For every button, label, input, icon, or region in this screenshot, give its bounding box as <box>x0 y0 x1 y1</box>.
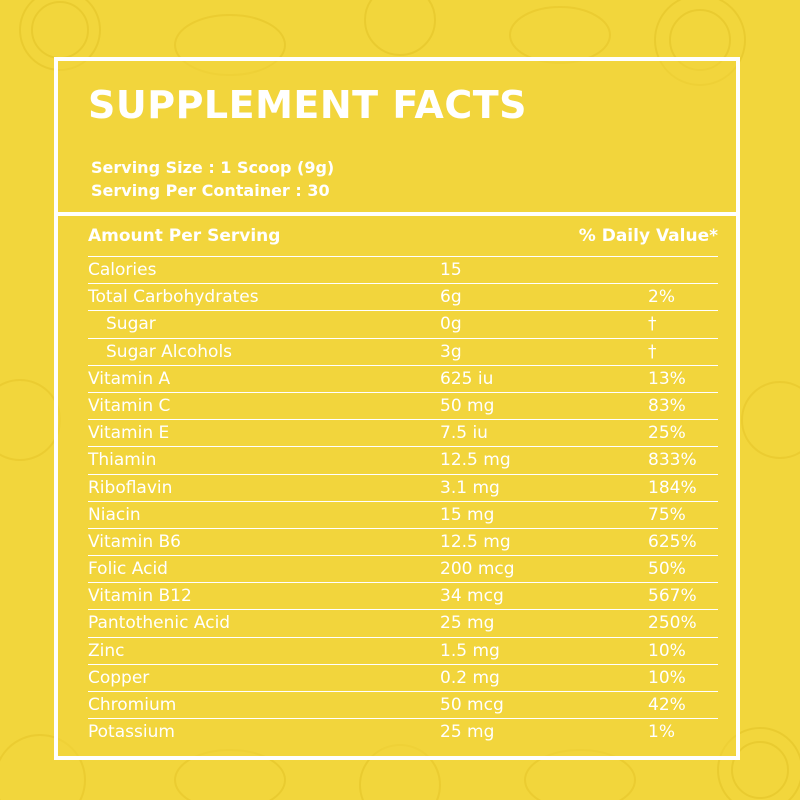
page-title: SUPPLEMENT FACTS <box>88 83 528 127</box>
nutrient-daily-value: 625% <box>648 531 697 552</box>
nutrient-amount: 34 mcg <box>440 586 504 607</box>
nutrient-amount: 50 mcg <box>440 695 504 715</box>
nutrient-amount: 25 mg <box>440 613 495 634</box>
table-row: Vitamin B6 12.5 mg 625% <box>88 527 718 555</box>
table-row: Riboflavin 3.1 mg 184% <box>88 473 718 501</box>
serving-info: Serving Size : 1 Scoop (9g) Serving Per … <box>91 156 334 202</box>
table-row: Thiamin 12.5 mg 833% <box>88 446 718 473</box>
nutrient-daily-value: 42% <box>648 695 686 715</box>
serving-size: Serving Size : 1 Scoop (9g) <box>91 158 335 177</box>
nutrient-amount: 15 mg <box>440 504 495 525</box>
nutrient-name: Sugar Alcohols <box>106 341 233 362</box>
nutrient-daily-value: 2% <box>648 287 675 308</box>
serving-per-container: Serving Per Container : 30 <box>91 181 330 200</box>
nutrient-name: Riboflavin <box>88 477 173 498</box>
nutrient-daily-value: 75% <box>648 504 686 525</box>
nutrient-amount: 50 mg <box>440 395 495 416</box>
nutrient-name: Pantothenic Acid <box>88 613 231 634</box>
nutrient-amount: 12.5 mg <box>440 531 511 552</box>
nutrient-amount: 3g <box>440 341 462 362</box>
table-row: Pantothenic Acid 25 mg 250% <box>88 609 718 636</box>
nutrient-daily-value: 50% <box>648 559 686 580</box>
table-header: Amount Per Serving % Daily Value* <box>88 226 718 254</box>
nutrient-daily-value: 250% <box>648 613 697 634</box>
nutrient-name: Total Carbohydrates <box>88 287 259 308</box>
nutrient-amount: 25 mg <box>440 722 495 743</box>
nutrient-name: Vitamin C <box>88 395 171 416</box>
nutrient-name: Sugar <box>106 314 156 335</box>
nutrient-amount: 7.5 iu <box>440 423 488 444</box>
nutrient-daily-value: † <box>648 314 657 335</box>
nutrient-daily-value: 83% <box>648 395 686 416</box>
nutrient-daily-value: 25% <box>648 423 686 444</box>
table-row: Zinc 1.5 mg 10% <box>88 636 718 664</box>
nutrient-name: Copper <box>88 667 150 688</box>
nutrient-amount: 12.5 mg <box>440 450 511 471</box>
table-row: Folic Acid 200 mcg 50% <box>88 555 718 582</box>
nutrient-amount: 15 <box>440 260 462 280</box>
nutrient-amount: 0g <box>440 314 462 335</box>
nutrient-name: Vitamin A <box>88 368 171 389</box>
table-row: Vitamin B12 34 mcg 567% <box>88 582 718 609</box>
nutrient-name: Potassium <box>88 722 175 743</box>
table-row: Sugar 0g † <box>88 310 718 337</box>
table-row: Calories 15 <box>88 256 718 283</box>
table-row: Vitamin C 50 mg 83% <box>88 391 718 419</box>
nutrient-name: Vitamin B12 <box>88 586 192 607</box>
daily-value-header: % Daily Value* <box>578 226 718 246</box>
nutrient-amount: 625 iu <box>440 368 494 389</box>
table-row: Niacin 15 mg 75% <box>88 500 718 528</box>
nutrient-name: Vitamin E <box>88 423 170 444</box>
nutrient-daily-value: 1% <box>648 722 675 743</box>
nutrient-daily-value: 13% <box>648 368 686 389</box>
table-row: Copper 0.2 mg 10% <box>88 663 718 691</box>
table-row: Vitamin A 625 iu 13% <box>88 364 718 392</box>
nutrient-amount: 200 mcg <box>440 559 515 580</box>
amount-per-serving-header: Amount Per Serving <box>88 226 281 246</box>
nutrient-name: Niacin <box>88 504 141 525</box>
nutrient-daily-value: 184% <box>648 477 697 498</box>
table-row: Potassium 25 mg 1% <box>88 718 718 745</box>
nutrient-daily-value: 10% <box>648 640 686 661</box>
nutrient-daily-value: 567% <box>648 586 697 607</box>
table-row: Sugar Alcohols 3g † <box>88 337 718 365</box>
nutrient-amount: 3.1 mg <box>440 477 500 498</box>
nutrient-amount: 6g <box>440 287 462 308</box>
nutrient-amount: 0.2 mg <box>440 667 500 688</box>
nutrient-daily-value: 833% <box>648 450 697 471</box>
nutrient-table: Calories 15 Total Carbohydrates 6g 2% Sugar 0g… <box>88 256 718 745</box>
table-row: Chromium 50 mcg 42% <box>88 691 718 718</box>
nutrient-amount: 1.5 mg <box>440 640 500 661</box>
nutrient-daily-value: † <box>648 341 657 362</box>
nutrient-name: Vitamin B6 <box>88 531 182 552</box>
nutrient-daily-value: 10% <box>648 667 686 688</box>
nutrient-name: Chromium <box>88 695 177 715</box>
nutrient-name: Thiamin <box>88 450 157 471</box>
table-row: Vitamin E 7.5 iu 25% <box>88 419 718 446</box>
nutrient-name: Calories <box>88 260 157 280</box>
nutrient-name: Folic Acid <box>88 559 168 580</box>
table-row: Total Carbohydrates 6g 2% <box>88 283 718 310</box>
supplement-facts-panel: SUPPLEMENT FACTS Serving Size : 1 Scoop … <box>54 57 740 760</box>
facts-header: SUPPLEMENT FACTS Serving Size : 1 Scoop … <box>58 61 736 216</box>
nutrient-name: Zinc <box>88 640 125 661</box>
